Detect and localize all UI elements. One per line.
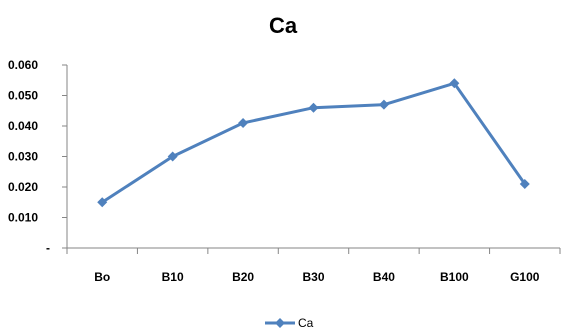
x-axis: Bo B10 B20 B30 B40 B100 G100 <box>66 247 561 284</box>
series-line <box>101 81 527 204</box>
legend-marker <box>275 318 285 328</box>
y-tick-label: 0.010 <box>8 211 38 225</box>
y-axis: 0.060 0.050 0.040 0.030 0.020 0.010 - <box>8 58 68 255</box>
data-point-marker <box>238 117 249 128</box>
y-tick-label: - <box>46 241 50 255</box>
y-tick-label: 0.030 <box>8 150 38 164</box>
data-point-marker <box>97 197 108 208</box>
y-tick-label: 0.050 <box>8 89 38 103</box>
legend: Ca <box>265 316 314 330</box>
data-point-marker <box>167 151 178 162</box>
data-point-marker <box>519 178 530 189</box>
series-ca <box>97 78 530 208</box>
data-point-marker <box>378 99 389 110</box>
data-point-marker <box>449 78 460 89</box>
y-tick-label: 0.040 <box>8 119 38 133</box>
x-tick-label: G100 <box>510 270 540 284</box>
x-tick-label: Bo <box>94 270 110 284</box>
legend-label: Ca <box>298 316 314 330</box>
chart-title: Ca <box>269 13 298 38</box>
x-tick-label: B100 <box>440 270 469 284</box>
data-point-marker <box>308 102 319 113</box>
y-tick-label: 0.060 <box>8 58 38 72</box>
x-tick-label: B40 <box>373 270 395 284</box>
x-tick-label: B30 <box>302 270 324 284</box>
y-tick-label: 0.020 <box>8 180 38 194</box>
x-tick-label: B20 <box>232 270 254 284</box>
x-tick-label: B10 <box>162 270 184 284</box>
